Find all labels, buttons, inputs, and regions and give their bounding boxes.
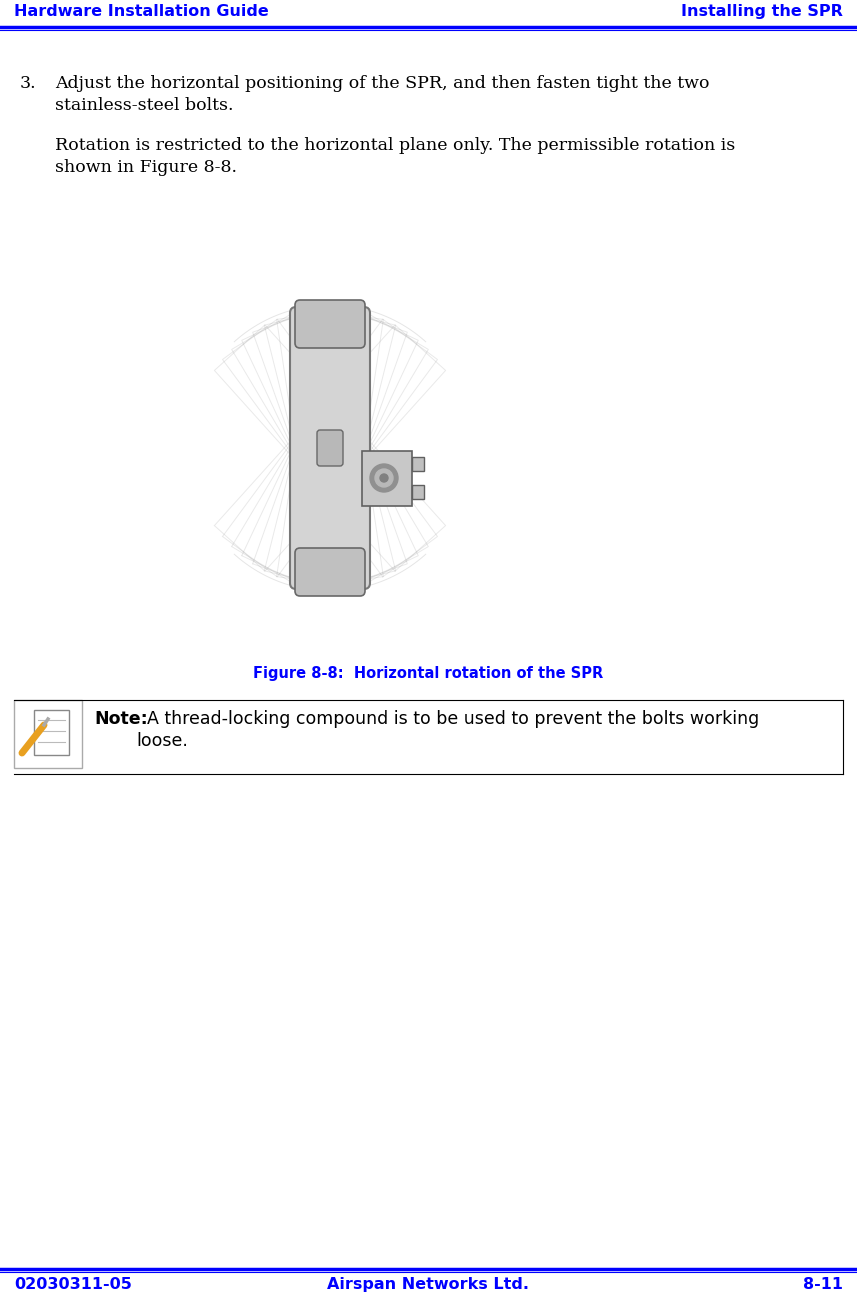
FancyBboxPatch shape bbox=[295, 549, 365, 595]
Text: Airspan Networks Ltd.: Airspan Networks Ltd. bbox=[327, 1277, 530, 1292]
Text: 8-11: 8-11 bbox=[803, 1277, 843, 1292]
Text: Adjust the horizontal positioning of the SPR, and then fasten tight the two: Adjust the horizontal positioning of the… bbox=[55, 75, 710, 92]
Text: Installing the SPR: Installing the SPR bbox=[681, 4, 843, 20]
Bar bbox=[34, 710, 69, 755]
Text: A thread-locking compound is to be used to prevent the bolts working: A thread-locking compound is to be used … bbox=[136, 710, 759, 728]
FancyBboxPatch shape bbox=[290, 307, 370, 589]
Text: shown in Figure 8-8.: shown in Figure 8-8. bbox=[55, 159, 237, 176]
Bar bbox=[362, 451, 412, 506]
Bar bbox=[14, 699, 82, 768]
Bar bbox=[412, 485, 424, 499]
Text: Figure 8-8:  Horizontal rotation of the SPR: Figure 8-8: Horizontal rotation of the S… bbox=[254, 666, 603, 681]
FancyBboxPatch shape bbox=[317, 430, 343, 465]
Circle shape bbox=[370, 464, 398, 491]
Text: Note:: Note: bbox=[94, 710, 147, 728]
Text: Hardware Installation Guide: Hardware Installation Guide bbox=[14, 4, 269, 20]
Text: 02030311-05: 02030311-05 bbox=[14, 1277, 132, 1292]
FancyBboxPatch shape bbox=[295, 300, 365, 348]
Text: Rotation is restricted to the horizontal plane only. The permissible rotation is: Rotation is restricted to the horizontal… bbox=[55, 136, 735, 153]
Bar bbox=[412, 458, 424, 471]
Text: stainless-steel bolts.: stainless-steel bolts. bbox=[55, 98, 233, 114]
Text: 3.: 3. bbox=[20, 75, 37, 92]
Circle shape bbox=[380, 474, 388, 482]
Text: loose.: loose. bbox=[136, 732, 188, 750]
Circle shape bbox=[375, 469, 393, 488]
